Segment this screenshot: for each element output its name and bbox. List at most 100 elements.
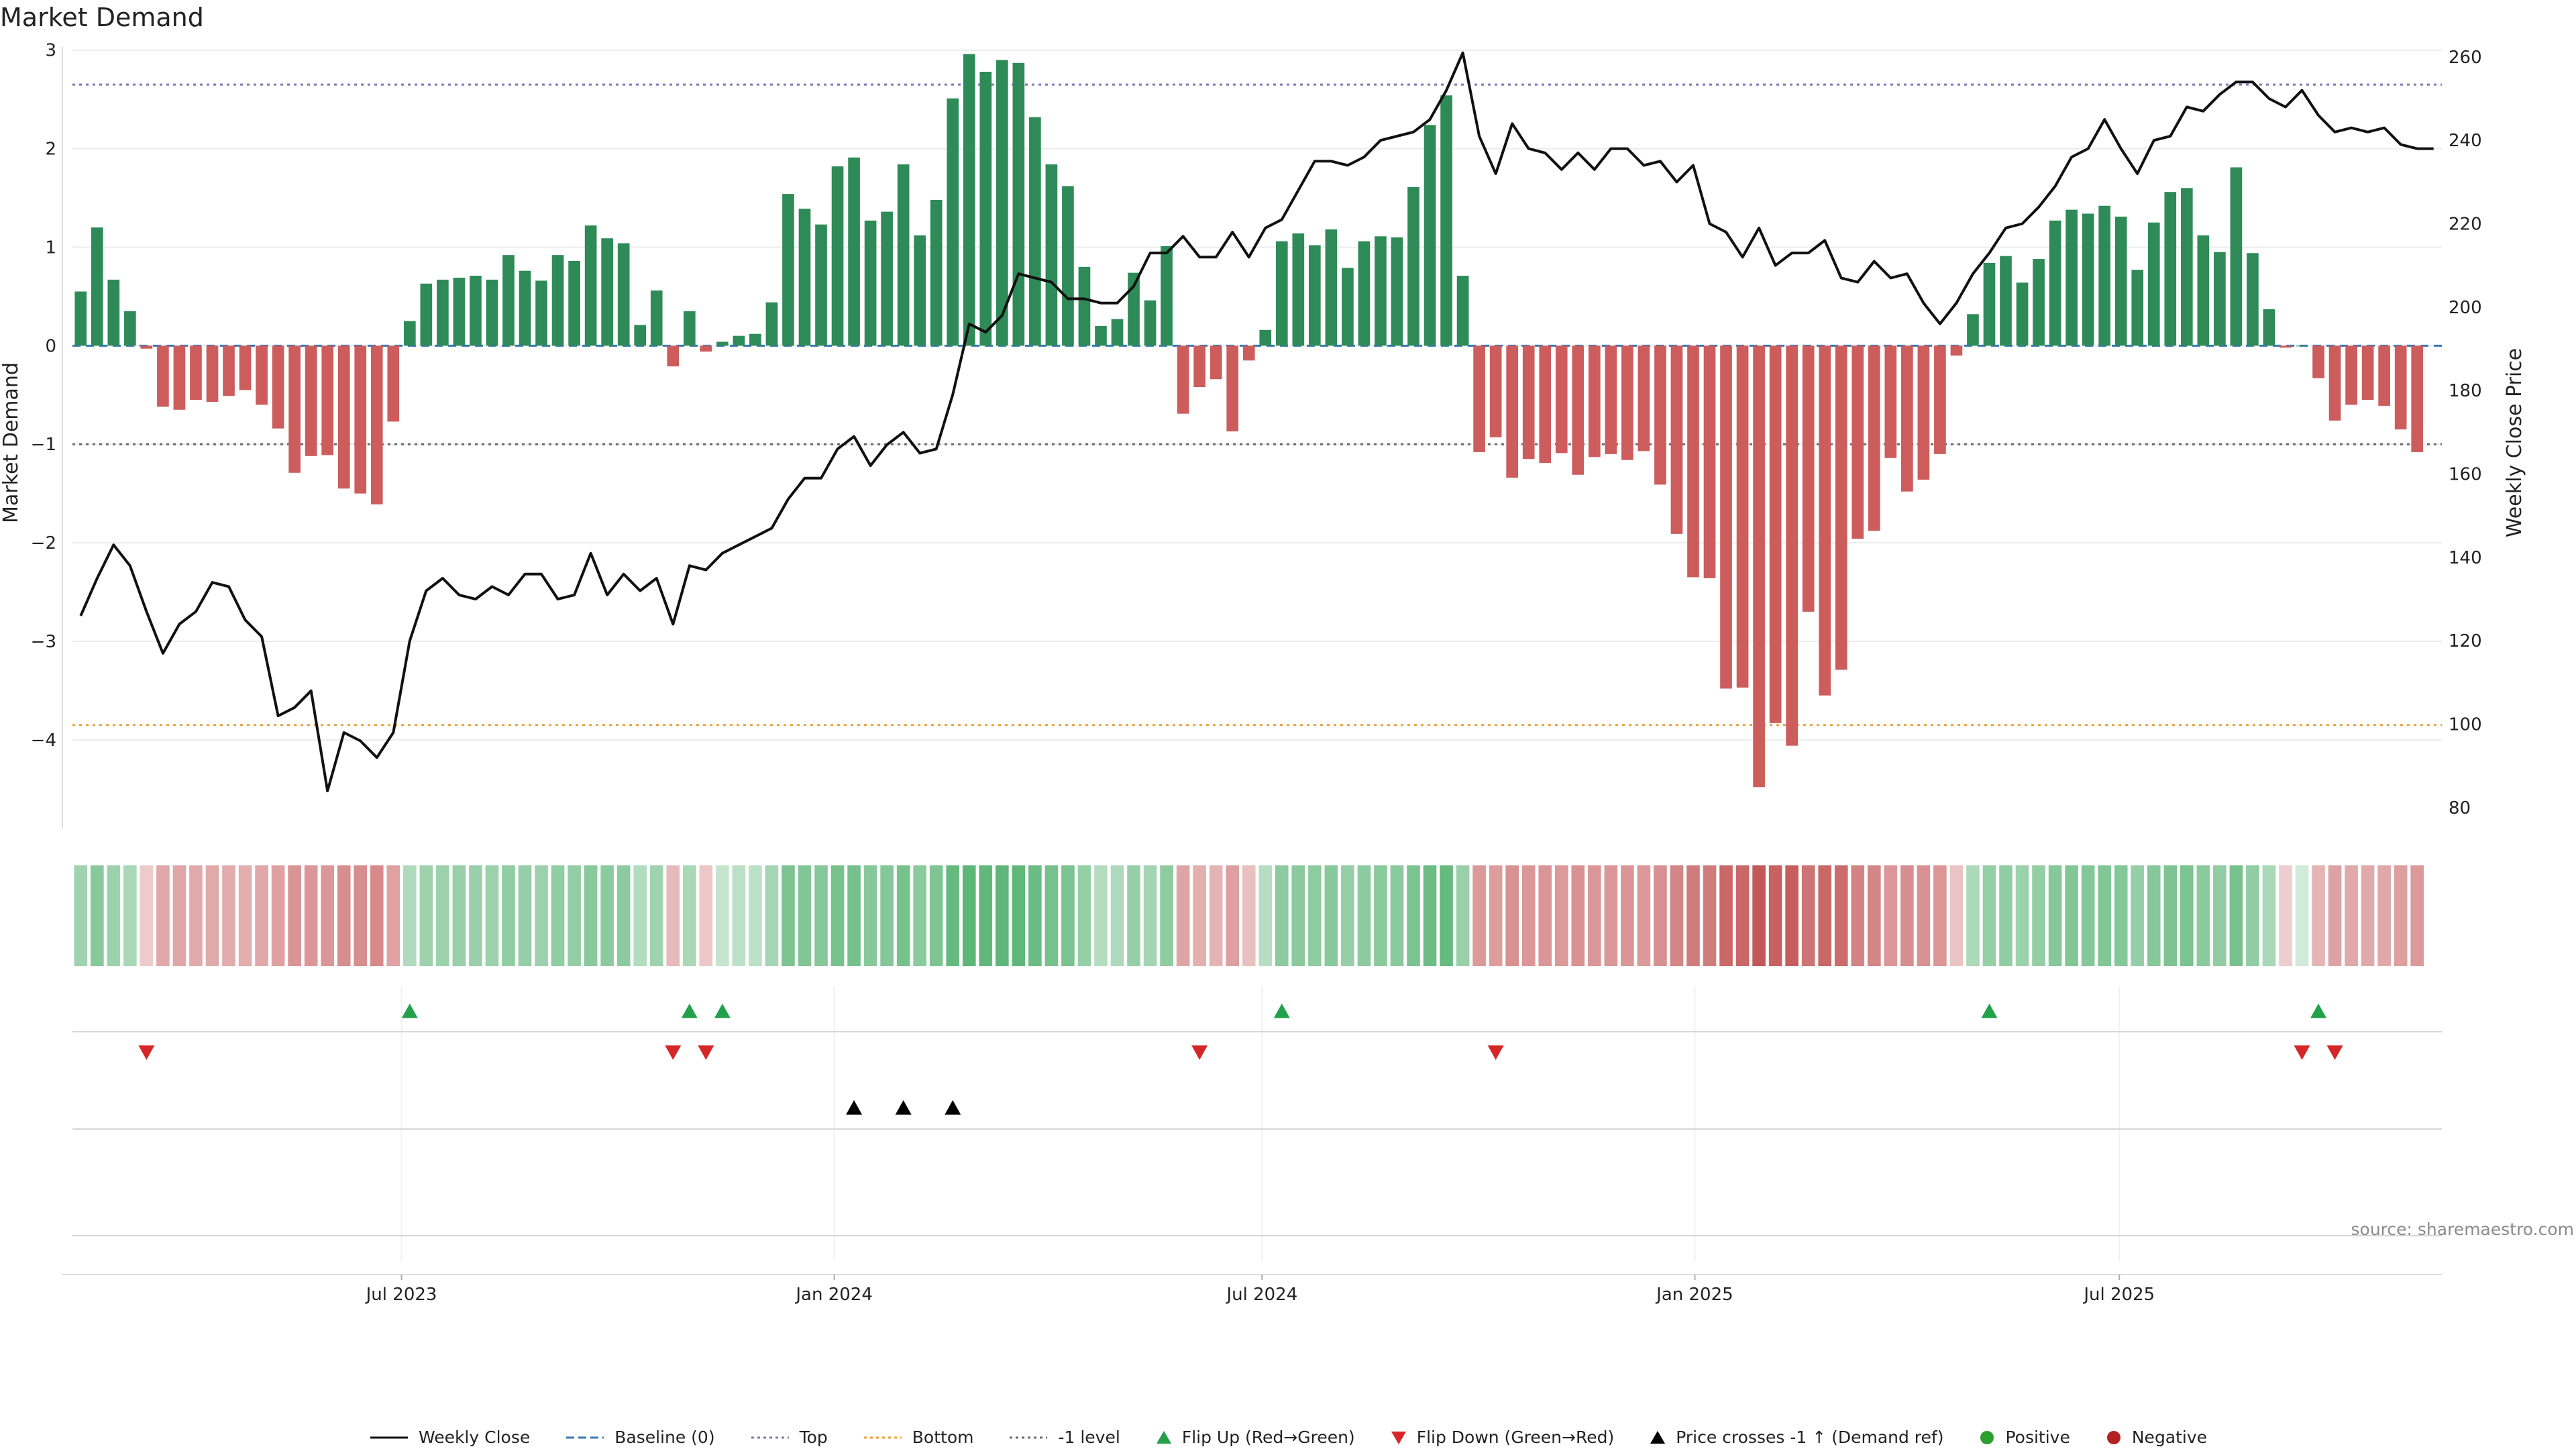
demand-bar: [1687, 345, 1699, 578]
y2-tick-label: 100: [2449, 715, 2482, 735]
demand-bar: [1884, 345, 1897, 458]
demand-bar: [1424, 125, 1436, 346]
legend-label: -1 level: [1058, 1428, 1120, 1447]
demand-bar: [2098, 205, 2111, 346]
demand-bar: [223, 345, 235, 396]
demand-bar: [1177, 345, 1189, 414]
legend-swatch: [1010, 1436, 1048, 1438]
demand-bar: [1391, 237, 1403, 346]
demand-bar: [91, 227, 103, 346]
demand-bar: [1506, 345, 1519, 478]
demand-bar: [650, 290, 663, 346]
demand-bar: [2197, 235, 2210, 346]
demand-bar: [1440, 95, 1452, 346]
demand-bar: [1325, 229, 1338, 346]
legend-label: Weekly Close: [418, 1428, 531, 1447]
demand-bar: [173, 345, 186, 410]
heat-cell: [2180, 865, 2194, 966]
demand-bar: [716, 341, 729, 346]
demand-bar: [1161, 246, 1173, 346]
demand-bar: [1292, 233, 1305, 346]
y-tick-label: 1: [45, 237, 56, 258]
axes: Jul 2023 Jan 2024 Jul 2024 Jan 2025 Jul 2025…: [0, 41, 2526, 1305]
heat-cell: [699, 865, 713, 966]
heat-cell: [649, 865, 663, 966]
heat-cell: [1176, 865, 1190, 966]
flip-down-marker: [138, 1045, 155, 1060]
heat-cell: [321, 865, 334, 966]
heat-cell: [205, 865, 219, 966]
y2-tick-label: 120: [2449, 631, 2482, 651]
demand-bar: [1095, 325, 1107, 346]
legend-label: Price crosses -1 ↑ (Demand ref): [1676, 1428, 1944, 1447]
demand-bar: [914, 235, 926, 346]
demand-bar: [584, 225, 597, 346]
y2-tick-label: 220: [2449, 215, 2482, 235]
demand-bar: [1703, 345, 1716, 578]
heat-cell: [469, 865, 482, 966]
demand-bar: [815, 224, 827, 346]
demand-bar: [321, 345, 334, 455]
demand-bar: [782, 194, 794, 346]
heat-cell: [1357, 865, 1371, 966]
heat-cell: [518, 865, 532, 966]
demand-bar: [864, 220, 877, 346]
legend-swatch: [1980, 1430, 1994, 1444]
heat-cell: [2163, 865, 2178, 966]
demand-bar: [667, 345, 680, 367]
demand-bar: [1967, 314, 1979, 346]
heat-cell: [666, 865, 680, 966]
demand-bar: [930, 199, 943, 346]
heat-cell: [1094, 865, 1108, 966]
heat-cell: [1258, 865, 1273, 966]
heat-cell: [2312, 865, 2325, 966]
legend-label: Bottom: [912, 1428, 974, 1447]
heat-cell: [1982, 865, 1996, 966]
demand-bar: [848, 157, 860, 346]
heat-cell: [271, 865, 285, 966]
heat-cell: [1291, 865, 1305, 966]
heat-cell: [798, 865, 812, 966]
heat-cell: [814, 865, 828, 966]
legend-swatch: [863, 1436, 902, 1438]
demand-bar: [535, 280, 547, 346]
demand-bar: [124, 311, 136, 346]
y2-tick-label: 200: [2449, 298, 2482, 318]
demand-bar: [733, 335, 745, 346]
y2-tick-label: 140: [2449, 548, 2482, 568]
heat-cell: [1785, 865, 1799, 966]
heat-cell: [1949, 865, 1964, 966]
demand-bar: [947, 98, 959, 346]
heat-cell: [1654, 865, 1667, 966]
demand-bar: [288, 345, 301, 473]
legend-item: Flip Up (Red→Green): [1155, 1428, 1355, 1447]
heat-cell: [2410, 865, 2424, 966]
heat-cell: [1933, 865, 1947, 966]
heat-cell: [2229, 865, 2243, 966]
heat-cell: [2048, 865, 2062, 966]
heat-cell: [1242, 865, 1256, 966]
heat-cell: [288, 865, 301, 966]
heat-cell: [436, 865, 449, 966]
flip-up-marker: [714, 1004, 731, 1018]
demand-bar: [1489, 345, 1502, 437]
demand-bar: [519, 270, 531, 346]
demand-bar: [1753, 345, 1765, 788]
heat-cell: [2015, 865, 2029, 966]
heat-cell: [1917, 865, 1931, 966]
heat-cell: [1028, 865, 1042, 966]
flip-down-marker: [1487, 1045, 1504, 1060]
heat-cell: [1818, 865, 1832, 966]
flip-up-marker: [681, 1004, 698, 1018]
heat-cell: [502, 865, 515, 966]
demand-bar: [2247, 253, 2259, 346]
legend-item: Flip Down (Green→Red): [1390, 1428, 1614, 1447]
heat-cell: [1143, 865, 1157, 966]
demand-bar: [1045, 164, 1058, 346]
heat-cell: [1604, 865, 1618, 966]
source-note: source: sharemaestro.com: [2351, 1220, 2575, 1239]
demand-bar: [1242, 345, 1255, 361]
demand-bar: [700, 345, 712, 352]
demand-bar: [453, 277, 466, 346]
demand-bar: [354, 345, 367, 494]
